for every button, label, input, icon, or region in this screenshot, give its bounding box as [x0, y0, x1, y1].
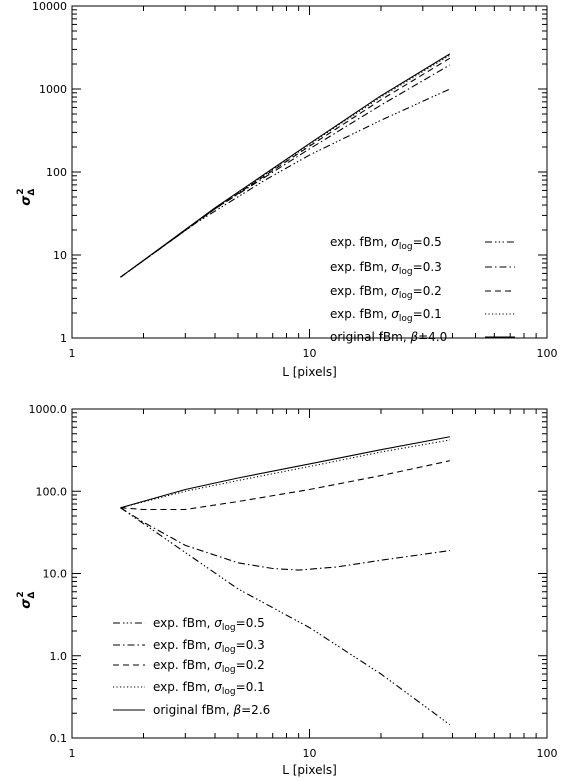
- legend-entry: original fBm, β=2.6: [113, 703, 270, 717]
- y-tick-label: 1.0: [50, 650, 68, 663]
- legend-label: exp. fBm, σlog=0.2: [330, 284, 442, 301]
- bottom-plot: 1 10 100 0.1 1.0 10.0 100.0 1000.0 L [pixels] σΔ2…: [16, 403, 558, 777]
- legend-entry: exp. fBm, σlog=0.3: [113, 638, 265, 655]
- legend-entry: exp. fBm, σlog=0.5: [330, 235, 515, 252]
- legend-entry: exp. fBm, σlog=0.2: [113, 658, 265, 675]
- y-tick-label: 10000: [32, 0, 67, 13]
- y-tick-label: 10.0: [43, 568, 68, 581]
- y-tick-label: 1000.0: [29, 403, 68, 416]
- legend-label: original fBm, β=4.0: [330, 330, 447, 344]
- series-line: [120, 436, 450, 509]
- series-line: [120, 460, 450, 511]
- x-tick-label: 10: [303, 347, 317, 360]
- x-tick-label: 100: [537, 747, 558, 760]
- legend: exp. fBm, σlog=0.5 exp. fBm, σlog=0.3 exp.…: [113, 616, 270, 717]
- legend-entry: exp. fBm, σlog=0.5: [113, 616, 265, 633]
- legend-label: original fBm, β=2.6: [153, 703, 270, 717]
- legend-label: exp. fBm, σlog=0.1: [330, 307, 442, 324]
- legend-entry: exp. fBm, σlog=0.1: [113, 680, 265, 697]
- y-tick-label: 10: [53, 249, 67, 262]
- legend-label: exp. fBm, σlog=0.3: [330, 260, 442, 277]
- y-tick-label: 100: [46, 166, 67, 179]
- legend-label: exp. fBm, σlog=0.2: [153, 658, 265, 675]
- top-plot: 1 10 100 1 10 100 1000 10000 L [pixels] σΔ2 exp. f…: [16, 0, 558, 379]
- y-tick-label: 100.0: [36, 485, 68, 498]
- series-line: [120, 57, 451, 278]
- series-line: [120, 507, 450, 571]
- y-axis-label: σΔ2: [16, 188, 37, 205]
- x-tick-label: 10: [303, 747, 317, 760]
- y-axis-label: σΔ2: [16, 591, 37, 608]
- legend-label: exp. fBm, σlog=0.3: [153, 638, 265, 655]
- y-tick-label: 1: [60, 332, 67, 345]
- plot-frame: [71, 408, 548, 739]
- y-tick-label: 1000: [39, 83, 67, 96]
- legend-entry: exp. fBm, σlog=0.1: [330, 307, 515, 324]
- series-line: [120, 439, 450, 509]
- legend: exp. fBm, σlog=0.5 exp. fBm, σlog=0.3 exp.…: [330, 235, 515, 344]
- x-axis-label: L [pixels]: [282, 365, 337, 379]
- series-line: [120, 53, 451, 278]
- y-tick-label: 0.1: [50, 732, 68, 745]
- x-tick-label: 1: [69, 347, 76, 360]
- x-tick-label: 1: [69, 747, 76, 760]
- x-axis-label: L [pixels]: [282, 763, 337, 777]
- plot-frame: [71, 5, 548, 339]
- legend-entry: original fBm, β=4.0: [330, 330, 515, 344]
- x-tick-label: 100: [537, 347, 558, 360]
- legend-label: exp. fBm, σlog=0.5: [330, 235, 442, 252]
- legend-label: exp. fBm, σlog=0.5: [153, 616, 265, 633]
- legend-entry: exp. fBm, σlog=0.3: [330, 260, 515, 277]
- legend-entry: exp. fBm, σlog=0.2: [330, 284, 515, 301]
- legend-label: exp. fBm, σlog=0.1: [153, 680, 265, 697]
